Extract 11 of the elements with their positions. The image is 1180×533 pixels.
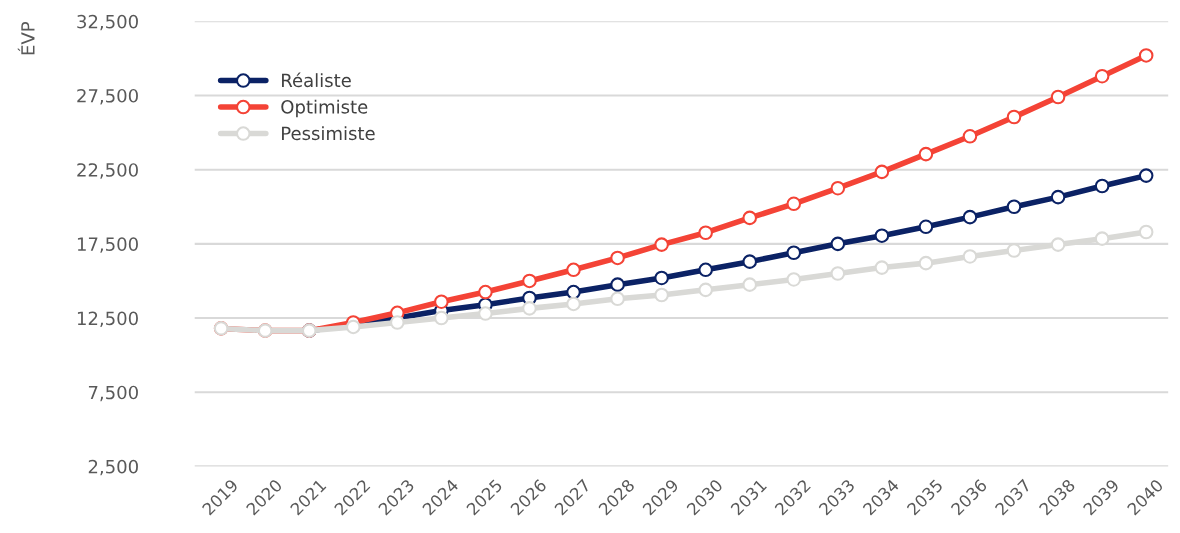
y-tick-label: 32,500 <box>77 14 138 31</box>
y-tick-label: 2,500 <box>88 459 138 476</box>
legend-label: Réaliste <box>282 72 351 88</box>
y-tick-label: 17,500 <box>77 237 138 253</box>
legend-label: Optimiste <box>281 99 368 118</box>
legend-label: Pessimiste <box>282 126 375 141</box>
y-tick-label: 22,500 <box>77 163 138 179</box>
y-tick-label: 7,500 <box>88 385 138 402</box>
y-tick-label: 27,500 <box>77 88 138 105</box>
y-axis-title: ÉVP <box>17 21 35 55</box>
y-tick-label: 12,500 <box>77 311 138 327</box>
